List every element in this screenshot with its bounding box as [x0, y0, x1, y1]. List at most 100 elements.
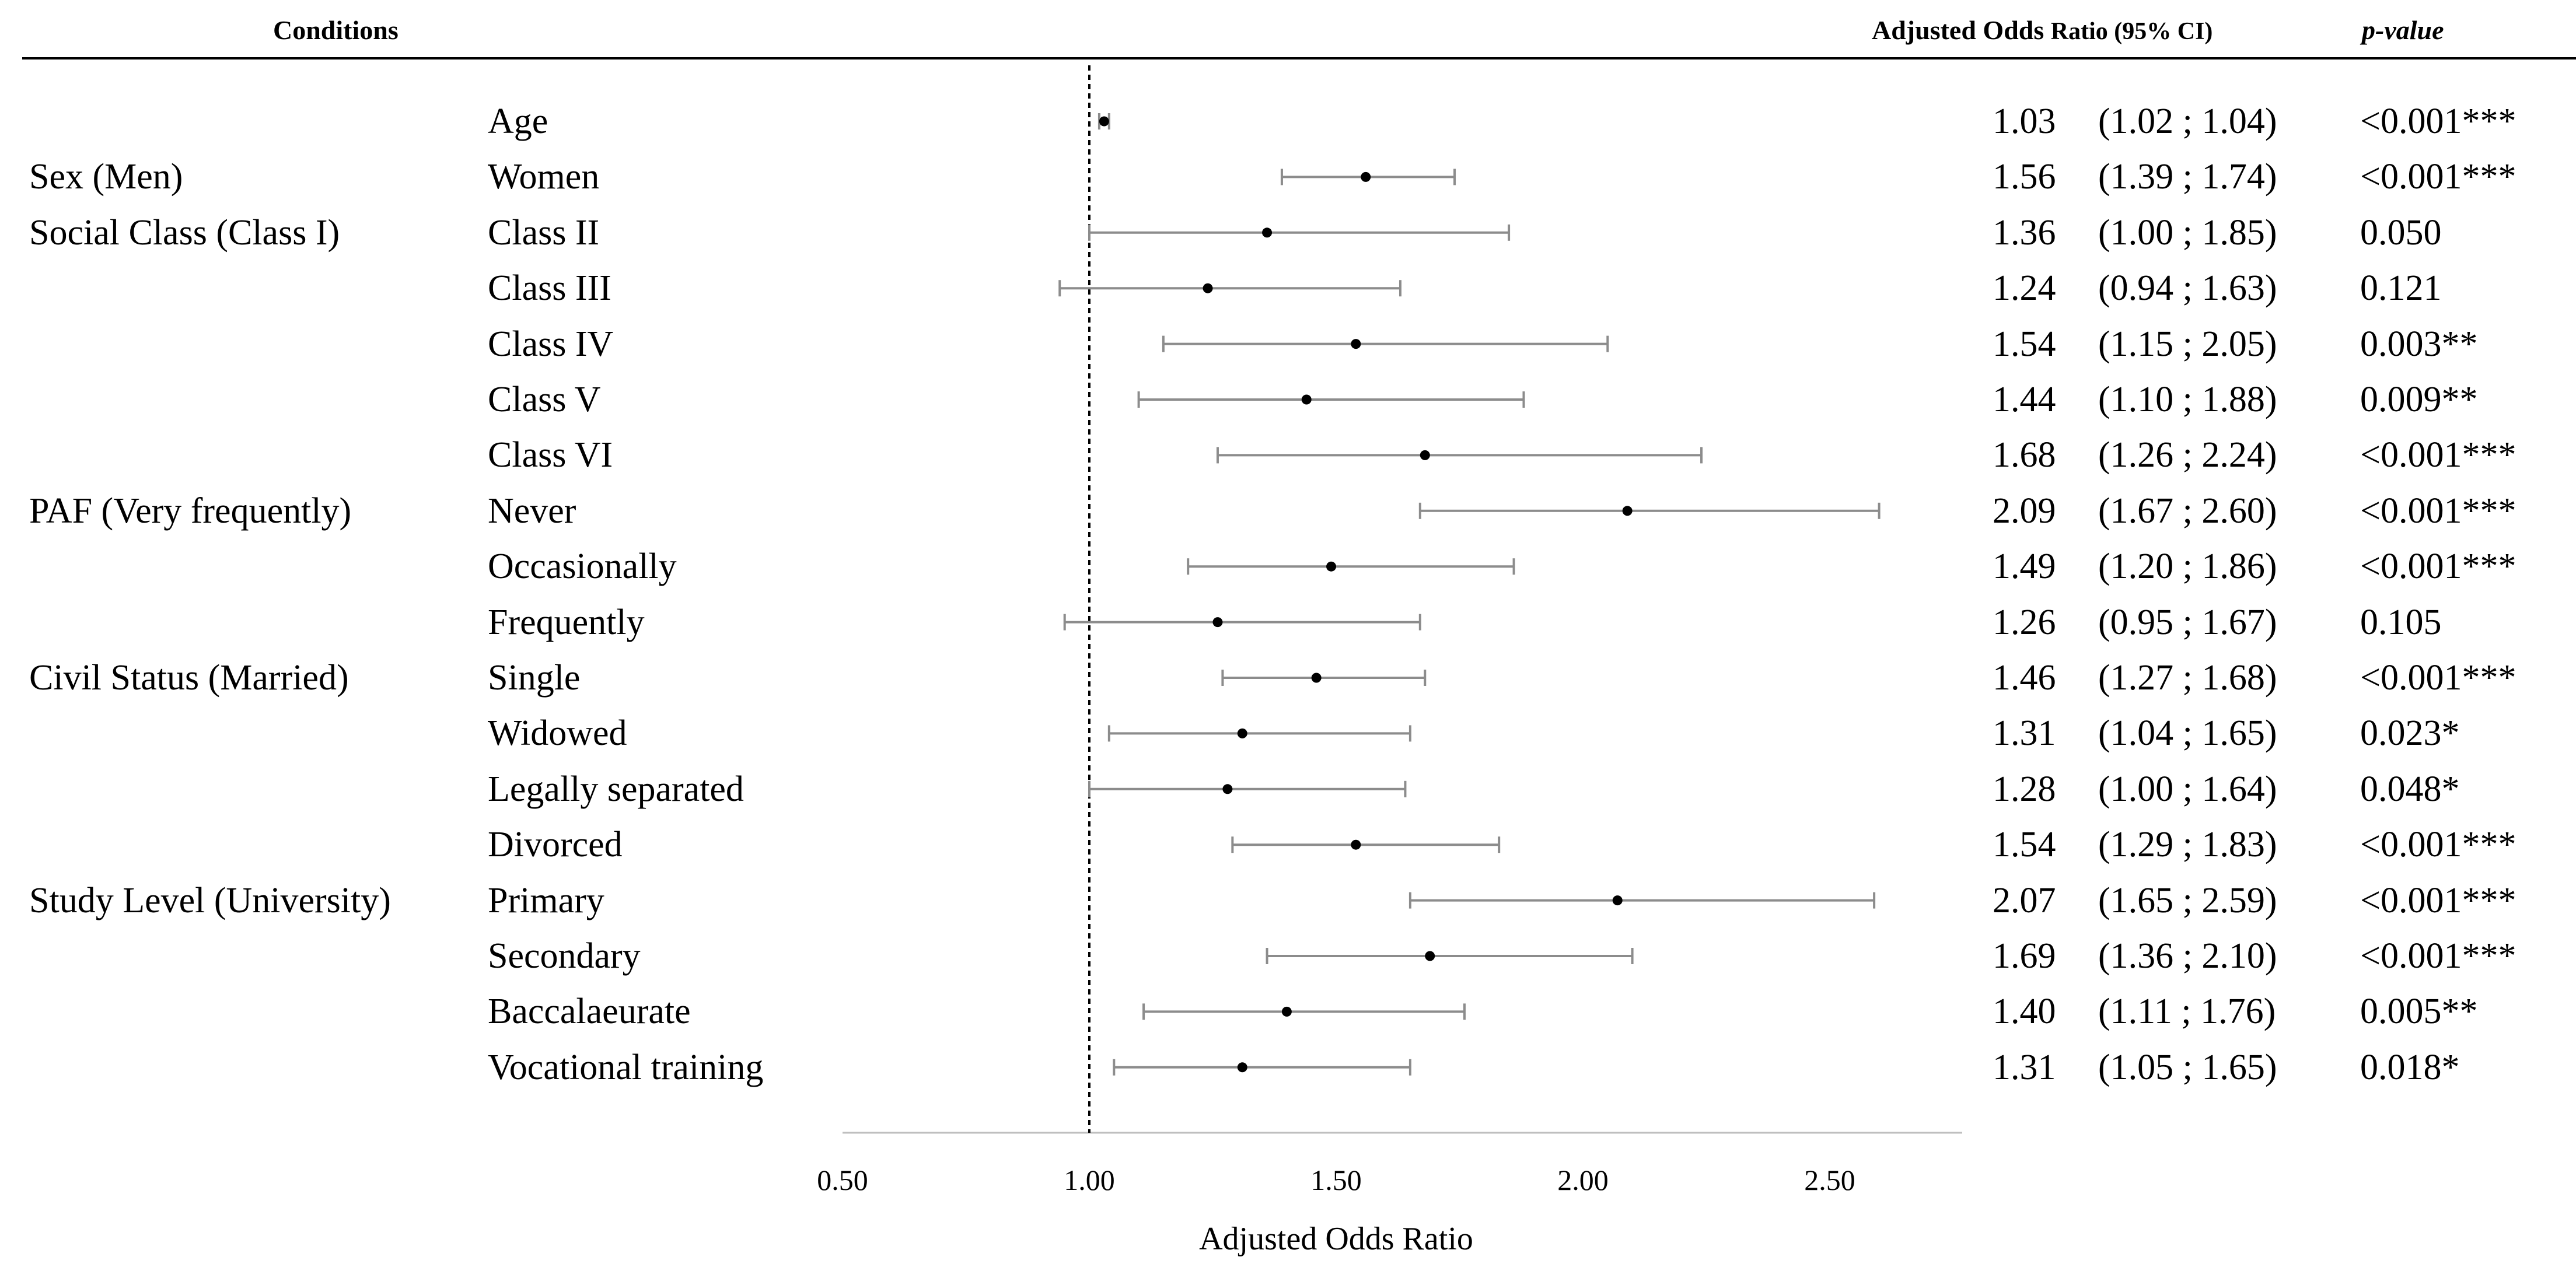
confidence-interval: (0.94 ; 1.63) — [2098, 268, 2277, 309]
odds-ratio-value: 2.07 — [1993, 880, 2056, 920]
confidence-interval: (1.04 ; 1.65) — [2098, 713, 2277, 754]
odds-ratio-value: 1.68 — [1993, 435, 2056, 475]
odds-ratio-value: 1.31 — [1993, 1047, 2056, 1087]
condition-label: Vocational training — [488, 1047, 764, 1087]
point-estimate — [1212, 617, 1223, 628]
p-value: <0.001*** — [2360, 658, 2516, 698]
odds-ratio-value: 1.46 — [1993, 658, 2056, 698]
confidence-interval: (1.27 ; 1.68) — [2098, 658, 2277, 698]
point-estimate — [1311, 673, 1322, 683]
condition-label: Widowed — [488, 713, 627, 754]
point-estimate — [1361, 171, 1371, 182]
confidence-interval: (1.39 ; 1.74) — [2098, 157, 2277, 197]
confidence-interval: (1.65 ; 2.59) — [2098, 880, 2277, 920]
odds-ratio-value: 1.36 — [1993, 212, 2056, 253]
confidence-interval: (1.10 ; 1.88) — [2098, 380, 2277, 419]
confidence-interval: (1.11 ; 1.76) — [2098, 992, 2276, 1032]
point-estimate — [1281, 1006, 1292, 1017]
confidence-interval: (0.95 ; 1.67) — [2098, 602, 2277, 642]
p-value: 0.009** — [2360, 380, 2478, 419]
p-value: 0.050 — [2360, 212, 2442, 253]
confidence-interval: (1.20 ; 1.86) — [2098, 547, 2277, 587]
group-label: PAF (Very frequently) — [29, 491, 352, 531]
point-estimate — [1203, 283, 1213, 293]
x-tick-label: 0.50 — [817, 1164, 868, 1196]
point-estimate — [1099, 116, 1109, 127]
group-label: Civil Status (Married) — [29, 658, 349, 698]
p-value: 0.005** — [2360, 992, 2478, 1032]
condition-label: Legally separated — [488, 769, 744, 809]
point-estimate — [1425, 951, 1435, 961]
point-estimate — [1301, 394, 1312, 405]
p-value: <0.001*** — [2360, 880, 2516, 920]
confidence-interval: (1.29 ; 1.83) — [2098, 825, 2277, 865]
odds-ratio-value: 1.03 — [1993, 101, 2056, 141]
p-value: 0.018* — [2360, 1047, 2460, 1087]
point-estimate — [1237, 728, 1247, 738]
p-value: <0.001*** — [2360, 435, 2516, 475]
p-value: 0.003** — [2360, 324, 2478, 364]
condition-label: Class VI — [488, 435, 613, 475]
x-tick-label: 1.00 — [1064, 1164, 1115, 1196]
odds-ratio-value: 1.44 — [1993, 380, 2056, 419]
odds-ratio-value: 1.54 — [1993, 825, 2056, 865]
conditions-header: Conditions — [273, 15, 399, 45]
condition-label: Single — [488, 658, 581, 698]
or-ci-header: Adjusted Odds Ratio (95% CI) — [1872, 13, 2213, 49]
group-label: Study Level (University) — [29, 880, 391, 920]
condition-label: Occasionally — [488, 547, 677, 587]
point-estimate — [1351, 839, 1361, 850]
point-estimate — [1326, 561, 1337, 572]
condition-label: Women — [488, 157, 600, 197]
x-tick-label: 1.50 — [1310, 1164, 1362, 1196]
confidence-interval: (1.36 ; 2.10) — [2098, 936, 2277, 976]
p-value: <0.001*** — [2360, 547, 2516, 587]
odds-ratio-value: 1.28 — [1993, 769, 2056, 809]
point-estimate — [1420, 450, 1430, 460]
condition-label: Divorced — [488, 825, 623, 865]
condition-label: Class III — [488, 268, 611, 309]
confidence-interval: (1.02 ; 1.04) — [2098, 101, 2277, 141]
odds-ratio-value: 1.69 — [1993, 936, 2056, 976]
x-tick-label: 2.00 — [1557, 1164, 1609, 1196]
condition-label: Baccalaeurate — [488, 992, 691, 1032]
p-value: <0.001*** — [2360, 101, 2516, 141]
p-value: 0.105 — [2360, 602, 2442, 642]
point-estimate — [1622, 506, 1633, 516]
odds-ratio-value: 1.56 — [1993, 157, 2056, 197]
condition-label: Frequently — [488, 602, 645, 642]
confidence-interval: (1.05 ; 1.65) — [2098, 1047, 2277, 1087]
point-estimate — [1351, 339, 1361, 349]
header-rule — [22, 57, 2576, 59]
condition-label: Primary — [488, 880, 604, 920]
p-value: <0.001*** — [2360, 491, 2516, 531]
group-label: Sex (Men) — [29, 157, 183, 197]
point-estimate — [1262, 227, 1273, 238]
condition-label: Never — [488, 491, 576, 531]
condition-label: Class V — [488, 380, 601, 419]
point-estimate — [1237, 1062, 1247, 1073]
group-label: Social Class (Class I) — [29, 212, 340, 253]
point-estimate — [1612, 895, 1623, 906]
condition-label: Age — [488, 101, 548, 141]
point-estimate — [1222, 784, 1233, 794]
confidence-interval: (1.15 ; 2.05) — [2098, 324, 2277, 364]
p-value: <0.001*** — [2360, 936, 2516, 976]
condition-label: Class IV — [488, 324, 614, 364]
confidence-interval: (1.00 ; 1.64) — [2098, 769, 2277, 809]
condition-label: Secondary — [488, 936, 641, 976]
odds-ratio-value: 1.31 — [1993, 713, 2056, 754]
odds-ratio-value: 1.26 — [1993, 602, 2056, 642]
ci-header-text: Ratio (95% CI) — [2050, 18, 2213, 45]
p-value: <0.001*** — [2360, 825, 2516, 865]
odds-ratio-value: 2.09 — [1993, 491, 2056, 531]
or-header-text: Adjusted Odds — [1872, 15, 2044, 45]
p-value: 0.048* — [2360, 769, 2460, 809]
confidence-interval: (1.00 ; 1.85) — [2098, 212, 2277, 253]
odds-ratio-value: 1.49 — [1993, 547, 2056, 587]
odds-ratio-value: 1.24 — [1993, 268, 2056, 309]
p-value: <0.001*** — [2360, 157, 2516, 197]
condition-label: Class II — [488, 212, 600, 253]
x-axis-title: Adjusted Odds Ratio — [1199, 1221, 1473, 1257]
